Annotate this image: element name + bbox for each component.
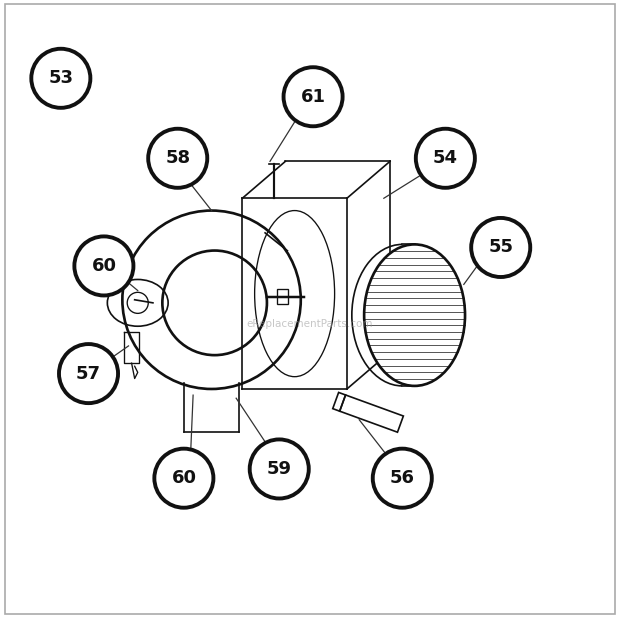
Circle shape bbox=[74, 237, 133, 295]
Circle shape bbox=[154, 449, 213, 508]
Text: 58: 58 bbox=[165, 150, 190, 167]
Circle shape bbox=[31, 49, 91, 108]
Text: 60: 60 bbox=[171, 469, 197, 487]
Circle shape bbox=[471, 218, 530, 277]
Text: 60: 60 bbox=[91, 257, 117, 275]
Text: eReplacementParts.com: eReplacementParts.com bbox=[247, 320, 373, 329]
Text: 61: 61 bbox=[301, 88, 326, 106]
Circle shape bbox=[59, 344, 118, 403]
Circle shape bbox=[283, 67, 343, 126]
Text: 53: 53 bbox=[48, 69, 73, 87]
Ellipse shape bbox=[364, 244, 465, 386]
Circle shape bbox=[250, 439, 309, 499]
Circle shape bbox=[373, 449, 432, 508]
Text: 54: 54 bbox=[433, 150, 458, 167]
Bar bbox=[277, 289, 288, 305]
Circle shape bbox=[148, 129, 207, 188]
Circle shape bbox=[416, 129, 475, 188]
Text: 56: 56 bbox=[390, 469, 415, 487]
Text: 57: 57 bbox=[76, 365, 101, 383]
Text: 59: 59 bbox=[267, 460, 292, 478]
Text: 55: 55 bbox=[488, 239, 513, 256]
